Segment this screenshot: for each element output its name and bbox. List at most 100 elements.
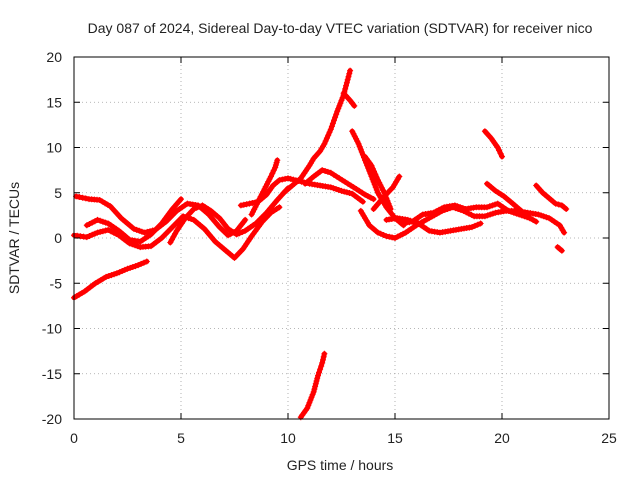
data-point <box>552 200 559 207</box>
data-point <box>282 175 289 182</box>
data-point <box>451 202 458 209</box>
data-point <box>103 273 110 280</box>
data-point <box>384 197 391 204</box>
data-point <box>505 207 512 214</box>
data-point <box>341 188 348 195</box>
data-point <box>233 231 240 238</box>
data-point <box>355 140 362 147</box>
data-point <box>274 157 281 164</box>
data-point <box>319 167 326 174</box>
data-point <box>386 233 393 240</box>
data-point <box>346 190 353 196</box>
data-series <box>302 167 377 203</box>
data-point <box>309 391 316 398</box>
data-point <box>333 111 340 118</box>
data-point <box>102 219 109 226</box>
data-point <box>330 185 337 192</box>
data-point <box>89 231 96 238</box>
data-series <box>370 173 403 212</box>
x-tick-label: 25 <box>601 430 617 446</box>
data-point <box>267 173 274 180</box>
data-point <box>99 218 106 225</box>
data-point <box>385 200 392 207</box>
data-point <box>400 230 406 237</box>
data-point <box>435 206 442 213</box>
data-point <box>474 221 481 228</box>
data-point <box>94 216 101 223</box>
y-tick-label: 15 <box>46 94 62 110</box>
data-series <box>533 182 570 212</box>
data-point <box>433 208 440 215</box>
data-point <box>239 229 246 235</box>
y-axis-label: SDTVAR / TECUs <box>6 182 22 294</box>
data-point <box>319 359 326 366</box>
data-point <box>344 76 351 83</box>
data-point <box>276 177 283 184</box>
data-point <box>489 202 496 209</box>
data-point <box>97 217 104 224</box>
data-point <box>372 171 379 178</box>
data-point <box>494 144 501 151</box>
data-point <box>193 204 200 211</box>
data-point <box>116 269 123 276</box>
data-point <box>312 383 319 390</box>
data-point <box>499 153 505 160</box>
data-point <box>377 230 384 237</box>
data-point <box>368 173 375 180</box>
data-point <box>326 129 333 136</box>
data-point <box>113 270 120 277</box>
data-point <box>307 397 314 403</box>
data-point <box>248 211 255 218</box>
data-point <box>91 218 98 225</box>
y-tick-label: -10 <box>42 321 62 337</box>
data-point <box>246 200 253 207</box>
y-tick-label: 5 <box>54 185 62 201</box>
data-point <box>535 211 542 218</box>
data-point <box>276 204 283 211</box>
data-point <box>331 117 337 124</box>
data-point <box>343 82 349 89</box>
data-point <box>318 363 325 370</box>
data-point <box>305 402 312 409</box>
data-point <box>312 380 319 387</box>
data-point <box>430 209 437 216</box>
data-series <box>484 180 540 225</box>
data-point <box>484 212 491 219</box>
data-point <box>138 260 145 267</box>
data-point <box>510 209 517 216</box>
data-point <box>325 132 332 139</box>
data-point <box>107 228 114 235</box>
data-point <box>322 138 329 144</box>
data-point <box>370 178 377 185</box>
data-point <box>533 218 540 225</box>
data-point <box>468 211 475 218</box>
data-point <box>354 138 361 145</box>
data-series <box>340 90 358 109</box>
data-point <box>370 196 377 203</box>
data-point <box>323 135 330 142</box>
data-point <box>124 265 131 272</box>
data-point <box>333 186 340 193</box>
data-point <box>311 386 318 393</box>
data-series <box>71 204 283 261</box>
data-point <box>454 203 461 210</box>
data-series <box>167 185 291 246</box>
data-point <box>538 212 545 219</box>
data-point <box>373 187 380 193</box>
data-point <box>371 181 378 188</box>
data-point <box>190 206 197 212</box>
data-point <box>380 187 386 194</box>
data-point <box>389 234 396 241</box>
data-point <box>79 194 86 201</box>
data-point <box>383 233 390 240</box>
data-point <box>373 174 380 181</box>
data-point <box>237 202 244 209</box>
data-point <box>358 149 365 155</box>
data-point <box>396 173 403 180</box>
data-point <box>306 399 313 406</box>
data-point <box>269 170 276 177</box>
data-point <box>324 168 331 175</box>
y-tick-label: -5 <box>50 275 63 291</box>
data-point <box>377 182 384 189</box>
